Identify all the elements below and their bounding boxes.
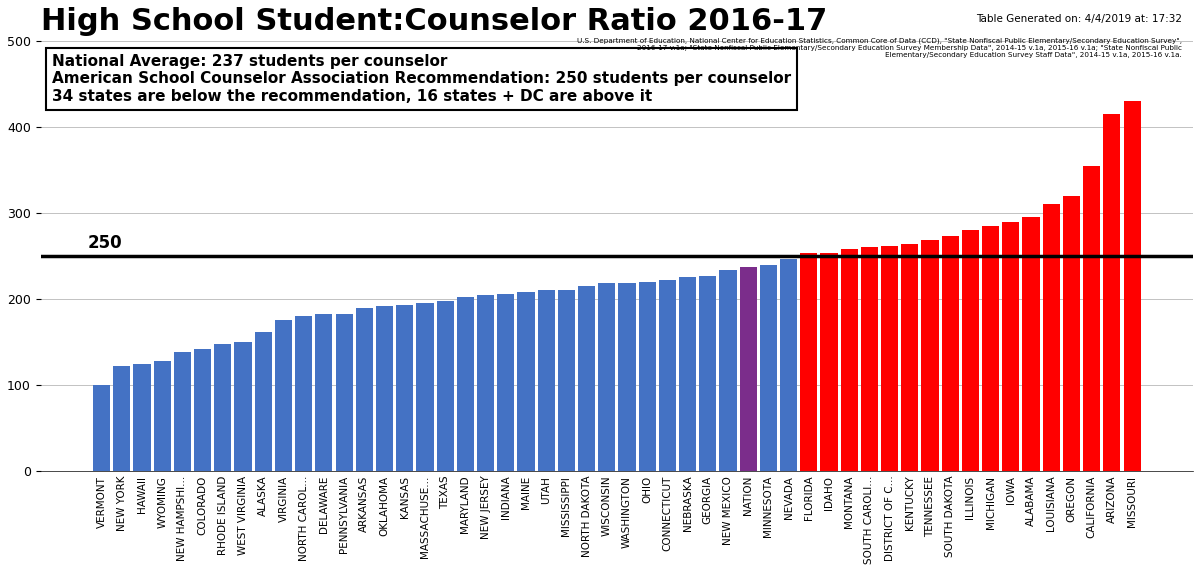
Bar <box>962 230 979 471</box>
Bar <box>881 246 899 471</box>
Text: National Average: 237 students per counselor
American School Counselor Associati: National Average: 237 students per couns… <box>52 54 791 104</box>
Bar <box>618 283 636 471</box>
Bar <box>275 320 292 471</box>
Bar <box>538 290 554 471</box>
Bar <box>1123 101 1141 471</box>
Bar <box>234 342 252 471</box>
Bar <box>659 280 676 471</box>
Bar <box>679 278 696 471</box>
Bar <box>355 308 373 471</box>
Bar <box>1063 196 1080 471</box>
Bar <box>922 240 938 471</box>
Bar <box>841 249 858 471</box>
Bar <box>1084 166 1100 471</box>
Bar <box>476 295 494 471</box>
Bar <box>1103 114 1121 471</box>
Bar <box>1002 222 1020 471</box>
Text: Table Generated on: 4/4/2019 at: 17:32: Table Generated on: 4/4/2019 at: 17:32 <box>976 14 1182 25</box>
Bar <box>154 361 170 471</box>
Bar <box>558 290 575 471</box>
Bar <box>739 267 757 471</box>
Bar <box>133 364 151 471</box>
Bar <box>316 315 332 471</box>
Bar <box>700 276 716 471</box>
Bar <box>1043 204 1060 471</box>
Bar <box>336 313 353 471</box>
Bar <box>860 247 878 471</box>
Bar <box>295 316 312 471</box>
Bar <box>760 264 776 471</box>
Bar <box>638 282 655 471</box>
Bar <box>578 286 595 471</box>
Bar <box>497 293 515 471</box>
Bar <box>113 366 131 471</box>
Bar <box>598 283 616 471</box>
Bar <box>457 297 474 471</box>
Bar <box>215 344 232 471</box>
Bar <box>517 292 534 471</box>
Bar <box>901 244 918 471</box>
Bar <box>982 226 1000 471</box>
Bar <box>376 306 394 471</box>
Bar <box>821 254 838 471</box>
Bar <box>416 303 433 471</box>
Text: 250: 250 <box>88 234 122 252</box>
Bar <box>942 236 959 471</box>
Bar <box>174 352 191 471</box>
Bar <box>437 301 454 471</box>
Text: U.S. Department of Education, National Center for Education Statistics, Common C: U.S. Department of Education, National C… <box>577 37 1182 58</box>
Bar <box>1022 217 1039 471</box>
Bar <box>94 385 110 471</box>
Bar <box>254 332 272 471</box>
Text: High School Student:Counselor Ratio 2016-17: High School Student:Counselor Ratio 2016… <box>41 7 827 36</box>
Bar <box>720 270 737 471</box>
Bar <box>780 259 797 471</box>
Bar <box>194 349 211 471</box>
Bar <box>396 305 413 471</box>
Bar <box>800 254 817 471</box>
